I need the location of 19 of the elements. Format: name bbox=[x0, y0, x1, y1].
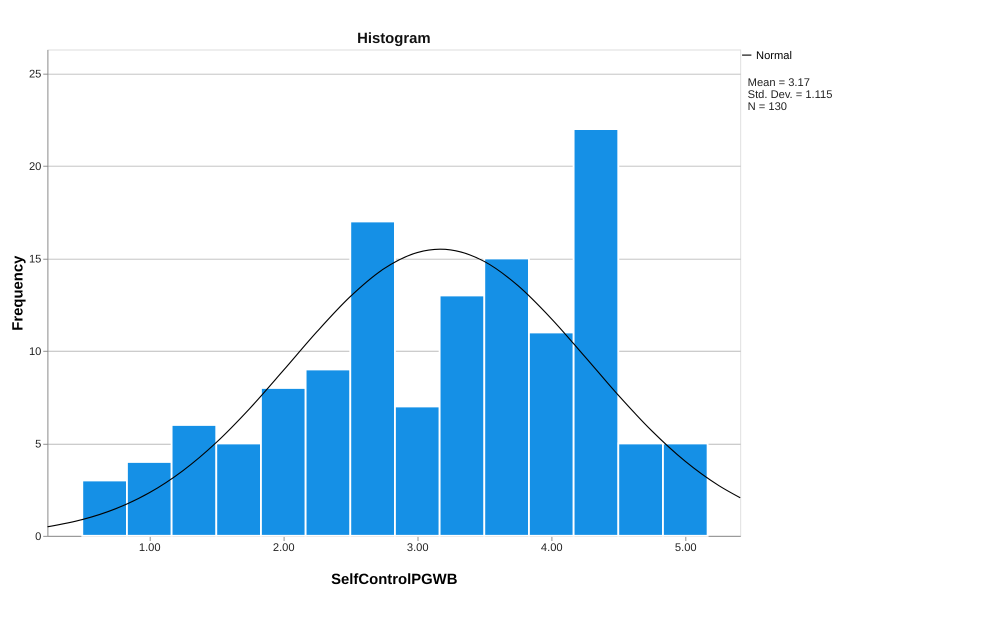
y-tick-label: 10 bbox=[28, 346, 42, 358]
y-tick-label: 0 bbox=[35, 531, 42, 544]
x-tick-label: 3.00 bbox=[406, 542, 429, 554]
y-tick-label: 25 bbox=[28, 68, 42, 81]
y-tick-label: 15 bbox=[28, 254, 42, 266]
x-tick-label: 4.00 bbox=[540, 542, 563, 554]
y-axis-title: Frequency bbox=[10, 254, 26, 331]
x-tick-label: 2.00 bbox=[272, 542, 295, 554]
y-tick-label: 20 bbox=[28, 161, 42, 174]
x-tick-label: 5.00 bbox=[674, 542, 697, 554]
x-axis-title: SelfControlPGWB bbox=[331, 572, 458, 588]
x-tick-label: 1.00 bbox=[138, 542, 161, 554]
text: Std. Dev. = 1.115 bbox=[748, 88, 832, 101]
chart-title: Histogram bbox=[357, 31, 431, 48]
text: Mean = 3.17 bbox=[748, 76, 810, 89]
legend-label: Normal bbox=[756, 50, 792, 62]
y-tick-label: 5 bbox=[35, 438, 42, 451]
text: N = 130 bbox=[748, 100, 788, 113]
line-series bbox=[46, 248, 741, 528]
